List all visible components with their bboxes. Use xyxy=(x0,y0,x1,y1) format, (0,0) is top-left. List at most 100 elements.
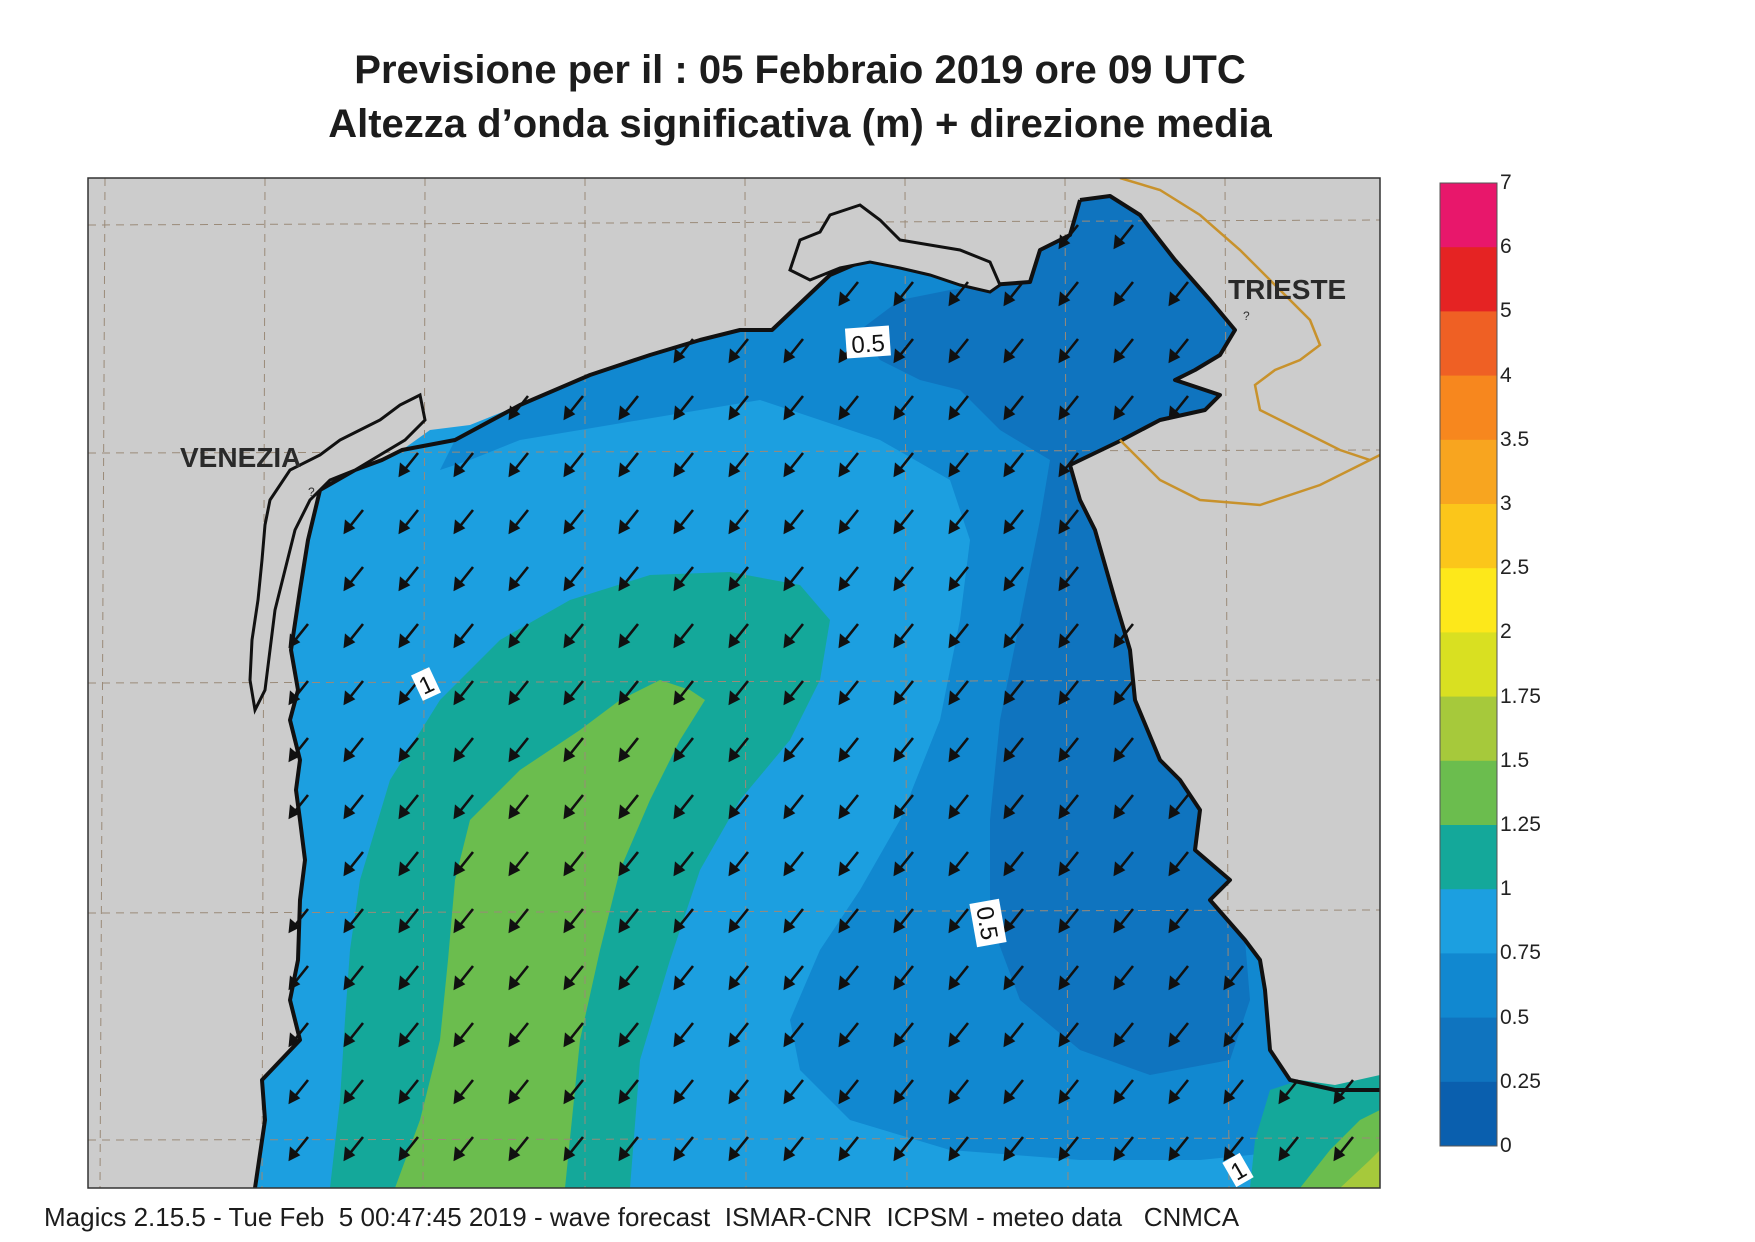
wave-direction-arrow xyxy=(343,680,365,706)
wave-direction-arrow xyxy=(783,794,805,820)
wave-direction-arrow xyxy=(783,1022,805,1048)
wave-direction-arrow xyxy=(893,737,915,763)
wave-direction-arrow xyxy=(1058,623,1080,649)
wave-direction-arrow xyxy=(783,395,805,421)
wave-direction-arrow xyxy=(673,566,695,592)
wave-direction-arrow xyxy=(618,1136,640,1162)
wave-direction-arrow xyxy=(508,965,530,991)
wave-direction-arrow xyxy=(728,509,750,535)
title-line-2: Altezza d’onda significativa (m) + direz… xyxy=(328,102,1272,146)
wave-direction-arrow xyxy=(1058,395,1080,421)
wave-direction-arrow xyxy=(288,680,310,706)
wave-direction-arrow xyxy=(948,680,970,706)
wave-direction-arrow xyxy=(563,1022,585,1048)
wave-direction-arrow xyxy=(1113,1022,1135,1048)
wave-direction-arrow xyxy=(1058,794,1080,820)
wave-direction-arrow xyxy=(618,623,640,649)
legend-tick-label: 1 xyxy=(1500,877,1512,901)
wave-direction-arrow xyxy=(1168,851,1190,877)
wave-direction-arrow xyxy=(728,794,750,820)
wave-direction-arrow xyxy=(783,452,805,478)
wave-direction-arrow xyxy=(1003,908,1025,934)
wave-direction-arrow xyxy=(783,851,805,877)
wave-direction-arrow xyxy=(948,794,970,820)
wave-direction-arrow xyxy=(288,1022,310,1048)
wave-direction-arrow xyxy=(1113,851,1135,877)
wave-direction-arrow xyxy=(673,737,695,763)
wave-direction-arrow xyxy=(618,1079,640,1105)
wave-direction-arrow xyxy=(453,452,475,478)
wave-direction-arrow xyxy=(1223,965,1245,991)
wave-direction-arrow xyxy=(673,509,695,535)
wave-direction-arrow xyxy=(728,566,750,592)
wave-direction-arrow xyxy=(893,851,915,877)
wave-direction-arrow xyxy=(893,1136,915,1162)
legend-swatch xyxy=(1440,1081,1497,1147)
wave-direction-arrow xyxy=(343,1136,365,1162)
wave-direction-arrow xyxy=(1113,680,1135,706)
wave-direction-arrow xyxy=(508,395,530,421)
wave-direction-arrow xyxy=(783,566,805,592)
lagoon-patch xyxy=(350,1000,378,1080)
legend-tick-label: 0.75 xyxy=(1500,941,1541,965)
wave-direction-arrow xyxy=(563,965,585,991)
wave-direction-arrow xyxy=(343,965,365,991)
wave-direction-arrow xyxy=(398,965,420,991)
wave-direction-arrow xyxy=(398,566,420,592)
direction-arrows xyxy=(288,224,1355,1162)
wave-direction-arrow xyxy=(1003,281,1025,307)
wave-direction-arrow xyxy=(1168,794,1190,820)
wave-direction-arrow xyxy=(728,338,750,364)
wave-direction-arrow xyxy=(288,965,310,991)
venezia-marker: ? xyxy=(308,485,315,499)
wave-direction-arrow xyxy=(563,1136,585,1162)
wave-direction-arrow xyxy=(1113,1079,1135,1105)
wave-direction-arrow xyxy=(838,1022,860,1048)
wave-direction-arrow xyxy=(893,794,915,820)
wave-direction-arrow xyxy=(1058,851,1080,877)
wave-direction-arrow xyxy=(893,1022,915,1048)
wave-direction-arrow xyxy=(1058,965,1080,991)
wave-direction-arrow xyxy=(398,452,420,478)
wave-direction-arrow xyxy=(288,623,310,649)
wave-direction-arrow xyxy=(343,737,365,763)
wave-direction-arrow xyxy=(1113,338,1135,364)
legend-tick-label: 5 xyxy=(1500,299,1512,323)
wave-direction-arrow xyxy=(673,452,695,478)
legend-swatch xyxy=(1440,632,1497,698)
wave-direction-arrow xyxy=(893,281,915,307)
wave-direction-arrow xyxy=(1003,452,1025,478)
wave-direction-arrow xyxy=(1113,281,1135,307)
wave-direction-arrow xyxy=(948,566,970,592)
wave-direction-arrow xyxy=(563,509,585,535)
wave-direction-arrow xyxy=(1168,1136,1190,1162)
contour-label-top: 0.5 xyxy=(844,325,891,359)
wave-direction-arrow xyxy=(1058,737,1080,763)
legend-swatch xyxy=(1440,696,1497,762)
wave-direction-arrow xyxy=(728,851,750,877)
wave-direction-arrow xyxy=(948,1079,970,1105)
wave-direction-arrow xyxy=(838,908,860,934)
wave-direction-arrow xyxy=(948,281,970,307)
wave-direction-arrow xyxy=(1003,338,1025,364)
wave-direction-arrow xyxy=(948,965,970,991)
wave-direction-arrow xyxy=(838,1079,860,1105)
wave-direction-arrow xyxy=(783,908,805,934)
wave-direction-arrow xyxy=(1003,1022,1025,1048)
wave-direction-arrow xyxy=(1113,1136,1135,1162)
wave-direction-arrow xyxy=(618,395,640,421)
wave-direction-arrow xyxy=(673,1136,695,1162)
wave-direction-arrow xyxy=(893,1079,915,1105)
wave-direction-arrow xyxy=(1113,908,1135,934)
wave-direction-arrow xyxy=(783,1079,805,1105)
wave-direction-arrow xyxy=(783,1136,805,1162)
title-line-1: Previsione per il : 05 Febbraio 2019 ore… xyxy=(354,48,1246,92)
wave-direction-arrow xyxy=(453,1022,475,1048)
wave-direction-arrow xyxy=(453,623,475,649)
wave-direction-arrow xyxy=(563,452,585,478)
wave-direction-arrow xyxy=(288,794,310,820)
wave-direction-arrow xyxy=(673,623,695,649)
wave-direction-arrow xyxy=(343,851,365,877)
legend-tick-label: 4 xyxy=(1500,363,1512,387)
